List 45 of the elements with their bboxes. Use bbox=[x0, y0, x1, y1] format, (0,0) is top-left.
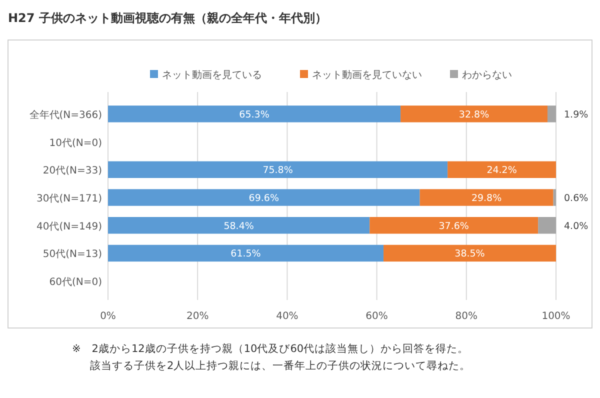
bar bbox=[384, 244, 556, 262]
data-label: 69.6% bbox=[248, 193, 279, 204]
bar bbox=[108, 244, 384, 262]
bar bbox=[108, 106, 401, 122]
bar bbox=[420, 189, 554, 206]
bar bbox=[448, 161, 556, 178]
data-label: 24.2% bbox=[486, 165, 517, 176]
y-tick-label: 30代(N=171) bbox=[36, 194, 102, 204]
bar bbox=[400, 106, 548, 122]
legend-label: わからない bbox=[462, 70, 512, 81]
bar bbox=[108, 217, 370, 234]
text: ※ 2歳から12歳の子供を持つ親（10代及び60代は該当無し）から回答を得た。 bbox=[72, 342, 469, 355]
data-label: 61.5% bbox=[230, 248, 261, 260]
bar bbox=[108, 161, 448, 178]
x-tick-label: 40% bbox=[276, 311, 298, 322]
text: 該当する子供を2人以上持つ親には、一番年上の子供の状況について尋ねた。 bbox=[90, 359, 471, 372]
bar bbox=[370, 217, 538, 234]
data-label: 29.8% bbox=[471, 193, 502, 204]
x-tick-label: 60% bbox=[366, 311, 388, 322]
y-tick-label: 50代(N=13) bbox=[42, 249, 102, 260]
y-tick-label: 10代(N=0) bbox=[49, 138, 102, 149]
x-tick-label: 100% bbox=[542, 311, 570, 322]
y-tick-label: 40代(N=149) bbox=[36, 221, 102, 232]
data-label: 32.8% bbox=[458, 109, 490, 120]
x-tick-label: 80% bbox=[455, 311, 478, 322]
data-label: 58.4% bbox=[224, 220, 254, 232]
y-tick-label: 60代(N=0) bbox=[49, 277, 102, 288]
bar bbox=[108, 189, 420, 206]
bar bbox=[547, 106, 556, 122]
chart-title: H27 子供のネット動画視聴の有無（親の全年代・年代別） bbox=[8, 11, 327, 25]
data-label: 1.9% bbox=[564, 109, 588, 120]
legend-label: ネット動画を見ていない bbox=[312, 70, 422, 81]
data-label: 4.0% bbox=[564, 220, 588, 232]
data-label: 65.3% bbox=[239, 109, 270, 120]
data-label: 38.5% bbox=[454, 248, 485, 260]
bar bbox=[553, 189, 556, 206]
y-tick-label: 全年代(N=366) bbox=[29, 108, 102, 121]
y-tick-label: 20代(N=33) bbox=[42, 166, 102, 177]
data-label: 0.6% bbox=[564, 193, 588, 204]
data-label: 37.6% bbox=[438, 220, 469, 232]
legend-label: ネット動画を見ている bbox=[162, 70, 262, 81]
x-tick-label: 20% bbox=[186, 311, 209, 322]
x-tick-label: 0% bbox=[100, 311, 116, 322]
data-label: 75.8% bbox=[262, 165, 293, 176]
bar bbox=[538, 217, 556, 234]
